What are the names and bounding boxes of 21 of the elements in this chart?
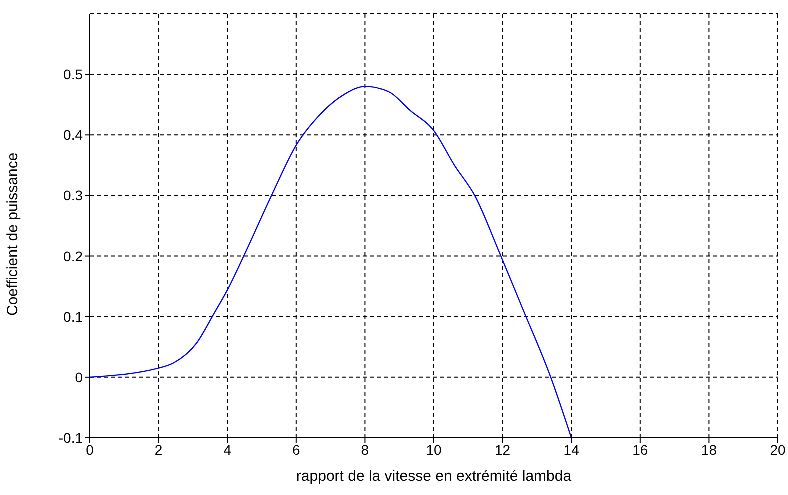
y-axis-title: Coefficient de puissance [4, 152, 22, 316]
y-tick-label: 0.1 [64, 308, 84, 325]
x-tick-label: 12 [495, 442, 511, 458]
x-tick-label: 18 [701, 442, 718, 458]
y-tick-label: -0.1 [58, 430, 84, 446]
x-tick-label: 20 [770, 442, 786, 458]
x-axis-title: rapport de la vitesse en extrémité lambda [296, 468, 572, 485]
y-tick-label: 0 [75, 369, 84, 386]
x-tick-label: 16 [632, 442, 648, 458]
x-tick-label: 10 [426, 442, 442, 458]
x-tick-label: 4 [224, 442, 232, 458]
x-tick-label: 6 [292, 442, 300, 458]
x-tick-label: 14 [564, 442, 580, 458]
y-tick-label: 0.2 [64, 248, 84, 264]
y-tick-label: 0.3 [64, 188, 84, 204]
x-tick-label: 2 [154, 442, 163, 458]
x-tick-label: 0 [86, 442, 94, 458]
y-tick-label: 0.5 [64, 66, 84, 83]
line-series [90, 86, 572, 438]
y-tick-label: 0.4 [64, 127, 84, 144]
x-tick-label: 8 [361, 442, 370, 458]
